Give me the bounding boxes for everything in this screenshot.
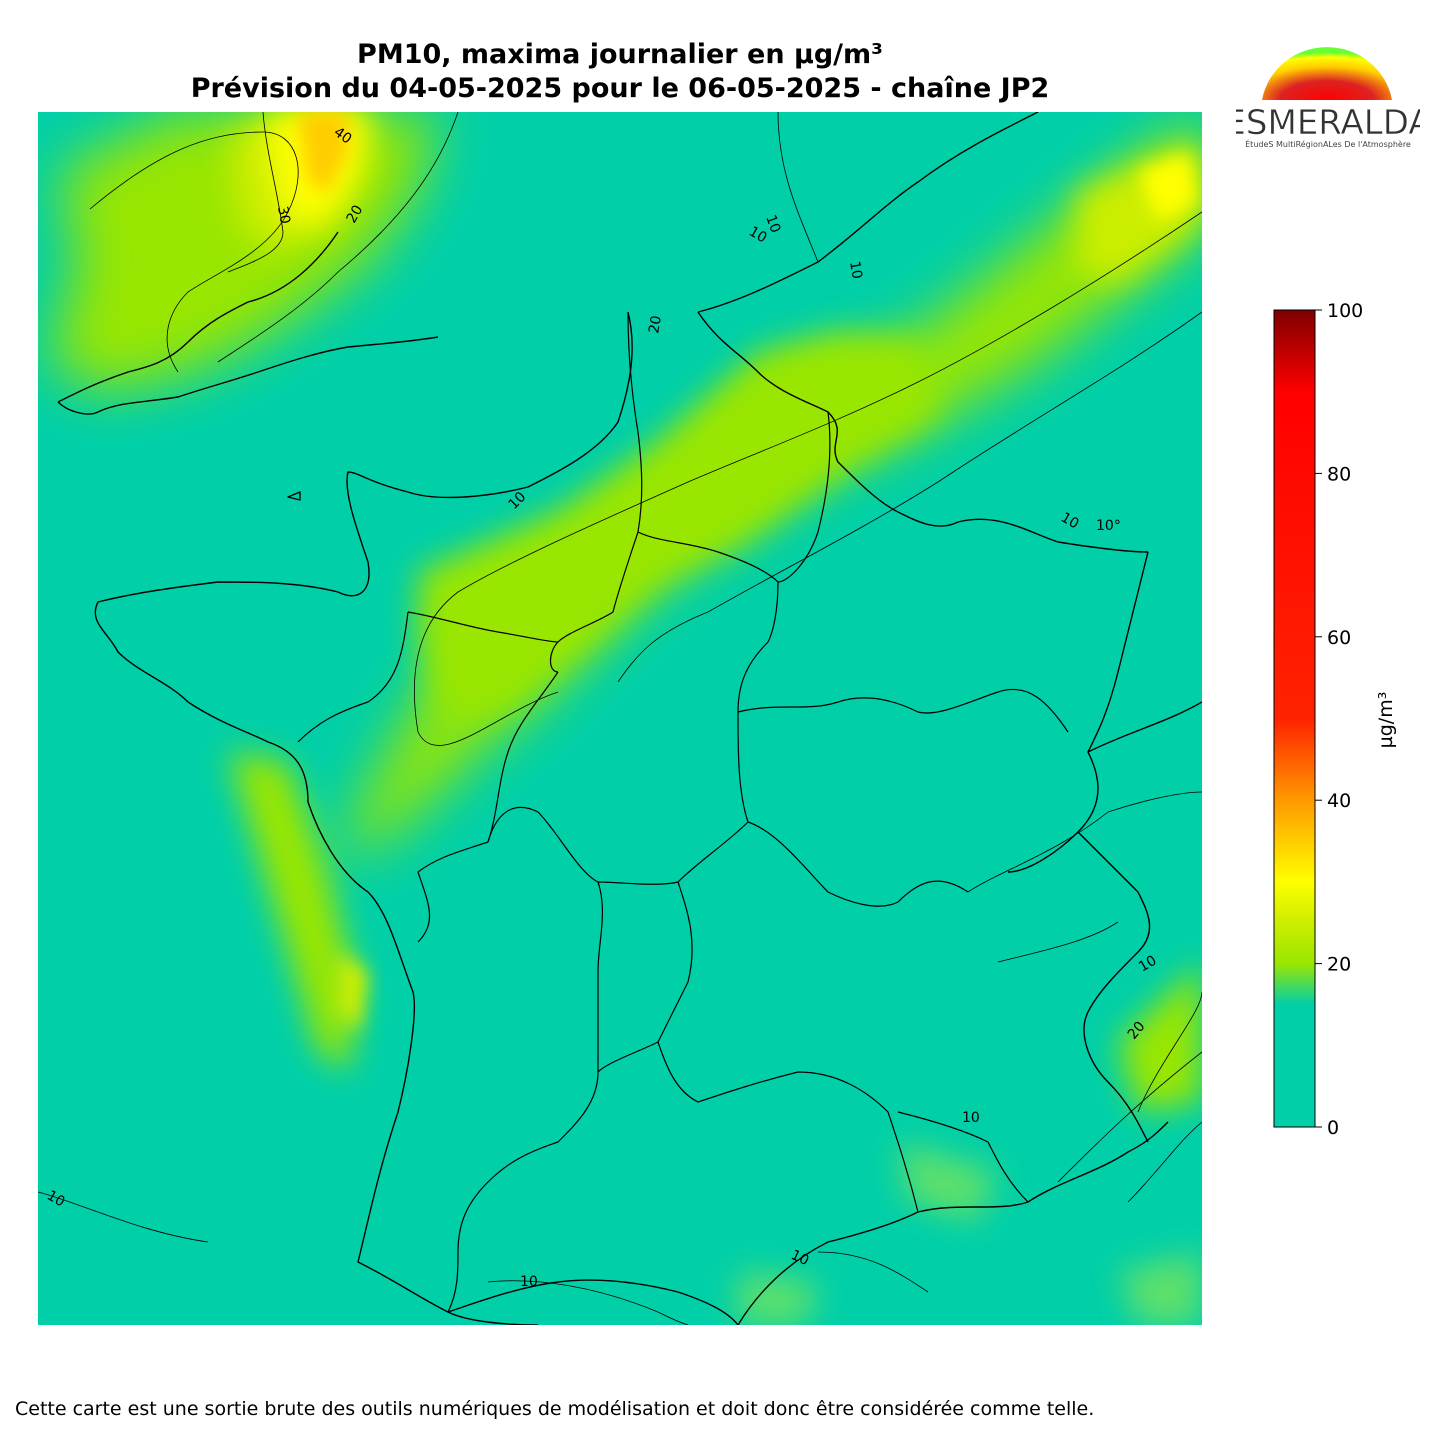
- region-boundaries: [297, 311, 1069, 1313]
- map-title: PM10, maxima journalier en µg/m³: [357, 39, 883, 70]
- contour-label: 10: [520, 1274, 538, 1290]
- contour-label: 10: [762, 213, 783, 235]
- contour-label: 10: [746, 224, 769, 247]
- logo-tagline: ÉtudeS MultiRégionALes De l'Atmosphère: [1245, 138, 1411, 149]
- colorbar-ticks: 0 20 40 60 80 100: [1315, 300, 1363, 1139]
- esmeralda-logo: ESMERALDA ÉtudeS MultiRégionALes De l'At…: [1224, 34, 1432, 154]
- colorbar-tick-label: 100: [1327, 300, 1363, 322]
- concentration-field: [48, 112, 1202, 1325]
- contour-label: 10: [44, 1188, 67, 1211]
- colorbar-tick-label: 80: [1327, 463, 1351, 485]
- contour-lines: [38, 112, 1202, 1325]
- contour-label: 20: [344, 203, 367, 226]
- colorbar-label: µg/m³: [1375, 692, 1397, 749]
- contour-label: 10: [846, 260, 865, 280]
- contour-label: 10°: [1096, 518, 1121, 534]
- contour-label: 10: [1136, 953, 1159, 976]
- contour-label: 30: [274, 205, 293, 225]
- colorbar: 0 20 40 60 80 100 µg/m³: [1273, 300, 1397, 1139]
- contour-label: 10: [962, 1110, 980, 1126]
- logo-graphic: ESMERALDA ÉtudeS MultiRégionALes De l'At…: [1224, 47, 1432, 149]
- map-subtitle: Prévision du 04-05-2025 pour le 06-05-20…: [190, 73, 1050, 104]
- logo-name: ESMERALDA: [1236, 103, 1420, 143]
- colorbar-tick-label: 20: [1327, 954, 1351, 976]
- contour-label: 10: [788, 1247, 811, 1269]
- pm10-forecast-map: 40 30 20 10 10 10 10 10° 10 20 10 10 10 …: [38, 112, 1202, 1325]
- colorbar-tick-label: 40: [1327, 790, 1351, 812]
- colorbar-gradient: [1273, 309, 1316, 1128]
- disclaimer-text: Cette carte est une sortie brute des out…: [15, 1398, 1095, 1420]
- contour-labels: 40 30 20 10 10 10 10 10° 10 20 10 10 10 …: [44, 124, 1159, 1290]
- colorbar-tick-label: 0: [1327, 1117, 1339, 1139]
- colorbar-tick-label: 60: [1327, 627, 1351, 649]
- contour-label: 10: [1058, 510, 1081, 533]
- country-borders: [57, 112, 1202, 1325]
- contour-label: 20: [646, 314, 665, 334]
